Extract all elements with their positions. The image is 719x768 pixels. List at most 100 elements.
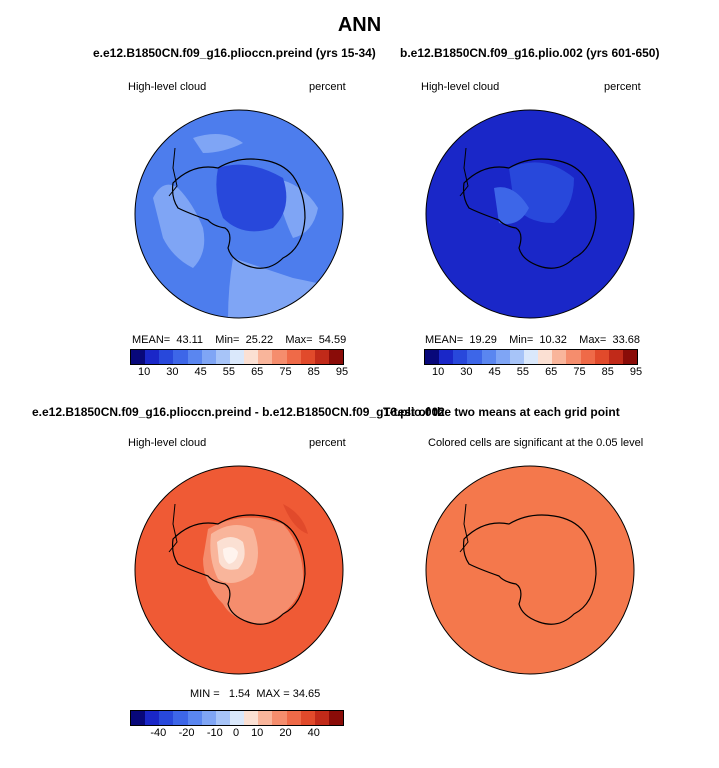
- panel2-map: [425, 109, 635, 319]
- panel1-units-label: percent: [309, 81, 346, 93]
- colorbar-swatch: [258, 711, 273, 725]
- panel2-peninsula-outline: [459, 147, 469, 197]
- panel2-max-label: Max=: [579, 334, 607, 346]
- figure-title: ANN: [337, 14, 382, 36]
- panel1-max-label: Max=: [285, 334, 313, 346]
- panel3-variable-label: High-level cloud: [128, 437, 207, 449]
- panel4-significance-label: Colored cells are significant at the 0.0…: [428, 437, 644, 449]
- colorbar-swatch: [272, 350, 287, 364]
- colorbar-tick-label: 85: [307, 366, 320, 378]
- panel3-min-label: MIN =: [190, 688, 220, 700]
- colorbar-tick-label: 55: [516, 366, 530, 378]
- panel4-peninsula-outline: [459, 503, 469, 553]
- panel2-min-label: Min=: [509, 334, 534, 346]
- colorbar-swatch: [145, 711, 160, 725]
- panel1-max-value: 54.59: [318, 334, 347, 346]
- panel2-max-value: 33.68: [612, 334, 641, 346]
- colorbar-swatch: [300, 711, 315, 725]
- colorbar-swatch: [131, 711, 146, 725]
- panel4-title: T-test of the two means at each grid poi…: [383, 405, 620, 419]
- colorbar-tick-label: 85: [601, 366, 614, 378]
- panel1-map: [134, 109, 344, 319]
- panel1-antarctica-outline: [171, 158, 306, 269]
- colorbar-tick-label: -20: [178, 727, 195, 739]
- colorbar-tick-label: 30: [460, 366, 473, 378]
- panel3-title: e.e12.B1850CN.f09_g16.plioccn.preind - b…: [32, 405, 445, 419]
- panel3-peninsula-outline: [168, 503, 178, 553]
- panel4-map-border: [425, 465, 635, 675]
- panel3-max-label: MAX =: [256, 688, 290, 700]
- colorbar-tick-label: 40: [307, 727, 320, 739]
- colorbar-swatch: [159, 711, 174, 725]
- colorbar-swatch: [131, 350, 146, 364]
- colorbar-swatch: [481, 350, 496, 364]
- panel2-variable-label: High-level cloud: [421, 81, 500, 93]
- colorbar-tick-label: 10: [138, 366, 151, 378]
- panel4-field-base: [426, 466, 634, 674]
- colorbar-swatch: [187, 711, 202, 725]
- panel1-title: e.e12.B1850CN.f09_g16.plioccn.preind (yr…: [93, 46, 376, 60]
- colorbar-swatch: [173, 350, 188, 364]
- colorbar-tick-label: 75: [573, 366, 586, 378]
- colorbar-swatch: [328, 711, 344, 725]
- colorbar-swatch: [622, 350, 638, 364]
- panel3-units-label: percent: [309, 437, 346, 449]
- colorbar-tick-label: 20: [279, 727, 292, 739]
- colorbar-tick-label: -40: [150, 727, 167, 739]
- colorbar-tick-label: 65: [545, 366, 558, 378]
- panel2-units-label: percent: [604, 81, 641, 93]
- colorbar-tick-label: 45: [194, 366, 207, 378]
- panel3-antarctica-outline: [171, 514, 306, 625]
- colorbar-tick-label: 0: [232, 727, 240, 739]
- colorbar-swatch: [215, 350, 230, 364]
- panel2-min-value: 10.32: [539, 334, 567, 346]
- colorbar-swatch: [467, 350, 482, 364]
- panel3-map-border: [134, 465, 344, 675]
- colorbar-tick-label: -10: [206, 727, 223, 739]
- colorbar-tick-label: 65: [251, 366, 264, 378]
- colorbar-swatch: [314, 350, 329, 364]
- colorbar-swatch: [145, 350, 160, 364]
- panel2-colorbar-ticks: 10 30 45 55 65 75 85 95: [424, 366, 642, 380]
- colorbar-swatch: [580, 350, 595, 364]
- panel2-mean-value: 19.29: [469, 334, 497, 346]
- colorbar-tick-label: 75: [279, 366, 292, 378]
- panel3-field-dark-region: [283, 504, 308, 534]
- colorbar-swatch: [286, 711, 301, 725]
- panel4-map: [425, 465, 635, 675]
- colorbar-swatch: [594, 350, 609, 364]
- panel3-colorbar: [130, 710, 344, 726]
- colorbar-swatch: [201, 711, 216, 725]
- colorbar-tick-label: 95: [629, 366, 643, 378]
- panel1-min-value: 25.22: [245, 334, 274, 346]
- panel2-map-border: [425, 109, 635, 319]
- colorbar-swatch: [286, 350, 301, 364]
- panel4-antarctica-outline: [462, 514, 597, 625]
- panel2-antarctica-outline: [462, 158, 597, 269]
- panel1-mean-label: MEAN=: [132, 334, 171, 346]
- colorbar-swatch: [552, 350, 567, 364]
- panel3-map: [134, 465, 344, 675]
- colorbar-swatch: [215, 711, 230, 725]
- colorbar-swatch: [173, 711, 188, 725]
- colorbar-swatch: [314, 711, 329, 725]
- colorbar-swatch: [509, 350, 524, 364]
- panel3-stats: MIN = 1.54 MAX = 34.65: [190, 688, 320, 700]
- colorbar-swatch: [523, 350, 539, 364]
- panel1-field-dark-region: [216, 164, 287, 232]
- colorbar-swatch: [201, 350, 216, 364]
- panel2-title: b.e12.B1850CN.f09_g16.plio.002 (yrs 601-…: [400, 46, 660, 60]
- panel1-mean-value: 43.11: [176, 334, 204, 346]
- colorbar-tick-label: 10: [432, 366, 445, 378]
- colorbar-swatch: [159, 350, 174, 364]
- panel2-stats: MEAN= 19.29 Min= 10.32 Max= 33.68: [425, 334, 640, 346]
- colorbar-tick-label: 10: [251, 727, 264, 739]
- colorbar-swatch: [229, 350, 245, 364]
- panel2-field-light-region: [494, 187, 529, 224]
- colorbar-swatch: [244, 350, 259, 364]
- colorbar-tick-label: 30: [166, 366, 179, 378]
- colorbar-swatch: [608, 350, 623, 364]
- colorbar-swatch: [453, 350, 468, 364]
- panel1-variable-label: High-level cloud: [128, 81, 207, 93]
- panel1-peninsula-outline: [168, 147, 178, 197]
